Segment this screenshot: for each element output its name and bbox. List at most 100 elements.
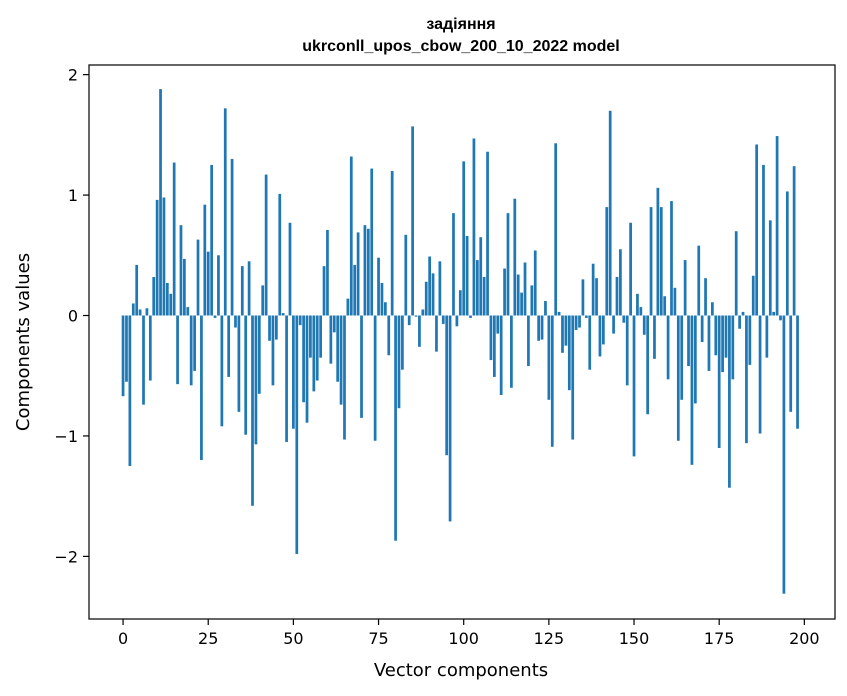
bar-59: [322, 266, 326, 316]
bar-155: [649, 207, 653, 316]
bar-27: [213, 315, 217, 318]
bar-87: [418, 315, 421, 347]
bar-92: [435, 315, 438, 352]
bar-25: [206, 251, 210, 316]
x-tick-label: 150: [619, 629, 650, 648]
bar-55: [309, 315, 312, 358]
bar-124: [544, 301, 547, 316]
bar-163: [676, 315, 680, 441]
chart-title-line2: ukrconll_upos_cbow_200_10_2022 model: [302, 38, 619, 55]
bar-30: [223, 108, 227, 316]
bar-187: [758, 315, 762, 434]
bar-122: [537, 315, 541, 341]
bar-24: [203, 204, 207, 316]
bar-90: [428, 256, 432, 316]
bar-169: [697, 245, 701, 316]
bar-100: [462, 161, 466, 316]
bar-65: [343, 315, 346, 440]
bar-2: [128, 315, 132, 467]
bar-97: [452, 213, 455, 316]
bar-73: [370, 168, 374, 316]
bar-181: [738, 315, 741, 329]
bar-109: [493, 315, 496, 377]
bar-194: [782, 315, 786, 594]
bar-20: [189, 315, 193, 386]
bar-131: [567, 315, 571, 391]
bar-0: [121, 315, 125, 397]
bar-168: [693, 315, 697, 404]
bar-179: [731, 315, 735, 380]
bar-74: [373, 315, 377, 441]
bar-167: [690, 315, 694, 465]
bar-79: [390, 170, 394, 316]
x-tick-label: 25: [198, 629, 218, 648]
bar-192: [775, 136, 779, 316]
bar-71: [363, 225, 367, 316]
bar-46: [278, 193, 282, 316]
bar-78: [387, 315, 391, 356]
bar-142: [605, 207, 609, 316]
bar-147: [622, 315, 626, 323]
bar-72: [366, 228, 370, 316]
x-tick-label: 125: [534, 629, 565, 648]
bar-48: [285, 315, 288, 442]
bar-60: [326, 230, 329, 316]
bar-154: [646, 315, 650, 415]
bar-158: [659, 207, 663, 316]
bar-33: [234, 315, 237, 328]
bar-105: [479, 237, 483, 316]
bar-177: [724, 315, 728, 358]
bar-148: [625, 315, 629, 386]
bar-113: [506, 213, 510, 316]
bar-156: [653, 315, 656, 359]
bar-114: [510, 315, 513, 388]
bar-110: [496, 315, 500, 334]
bar-151: [636, 293, 639, 316]
bar-86: [414, 315, 418, 317]
bar-136: [584, 315, 588, 318]
bar-176: [721, 315, 724, 373]
bar-111: [499, 315, 503, 395]
bar-14: [169, 293, 173, 316]
bar-160: [666, 315, 670, 380]
bar-81: [397, 315, 401, 409]
y-tick-label: −1: [54, 427, 78, 446]
bar-16: [176, 315, 179, 385]
bar-50: [292, 315, 295, 429]
bar-26: [210, 164, 213, 316]
bar-141: [602, 315, 605, 345]
bar-35: [240, 266, 244, 316]
bar-85: [411, 126, 414, 316]
bar-186: [755, 144, 759, 316]
bar-101: [465, 236, 469, 316]
bar-13: [165, 282, 169, 316]
bar-139: [595, 278, 598, 316]
bar-137: [588, 315, 592, 370]
bar-98: [455, 315, 459, 327]
bar-99: [458, 290, 462, 316]
bar-83: [404, 234, 408, 316]
bar-135: [581, 279, 585, 316]
y-axis-label: Components values: [13, 253, 34, 431]
bar-21: [193, 315, 196, 371]
bar-166: [687, 315, 690, 367]
bar-5: [138, 309, 142, 316]
bar-19: [186, 307, 190, 316]
bar-64: [339, 315, 343, 405]
bar-159: [663, 296, 667, 316]
bar-39: [254, 315, 258, 445]
bar-67: [349, 156, 353, 316]
bar-8: [148, 315, 152, 381]
bar-198: [796, 315, 799, 429]
bar-126: [550, 315, 554, 447]
y-axis-ticks: −2 −1 0 1 2: [54, 66, 89, 566]
bar-183: [745, 315, 748, 444]
bar-182: [741, 311, 745, 316]
bar-36: [244, 315, 248, 435]
bar-184: [748, 315, 752, 365]
y-tick-label: 1: [68, 186, 78, 205]
bar-44: [271, 315, 275, 386]
bar-178: [728, 315, 731, 488]
bar-40: [257, 315, 261, 394]
